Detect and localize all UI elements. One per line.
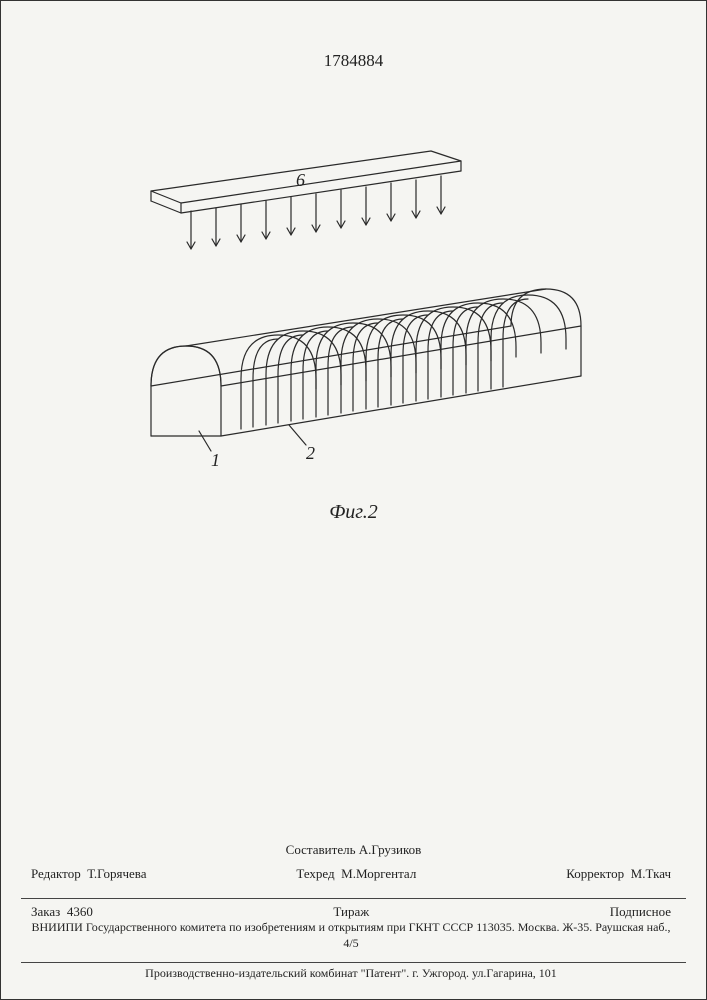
label-top-plate: 6 [296,170,305,190]
label-fins: 2 [306,443,315,463]
footer-publisher: Производственно-издательский комбинат "П… [31,965,671,981]
page-number: 1784884 [1,51,706,71]
label-body: 1 [211,450,220,470]
page-frame: 1784884 [0,0,707,1000]
top-plate: 6 [151,151,461,249]
footer-institution: ВНИИПИ Государственного комитета по изоб… [31,919,671,951]
figure-drawing: 6 [81,131,621,511]
footer-editor: Редактор Т.Горячева [31,865,147,883]
footer-compiler: Составитель А.Грузиков [31,841,676,859]
footer-techred: Техред М.Моргентал [296,865,416,883]
footer-rule-1 [21,898,686,899]
arrow-array [187,176,445,249]
figure-caption: Фиг.2 [1,501,706,524]
footer-corrector: Корректор М.Ткач [566,865,671,883]
footer-rule-2 [21,962,686,963]
footer-roles-row: Редактор Т.Горячева Техред М.Моргентал К… [31,865,671,883]
fin-array [241,295,566,429]
